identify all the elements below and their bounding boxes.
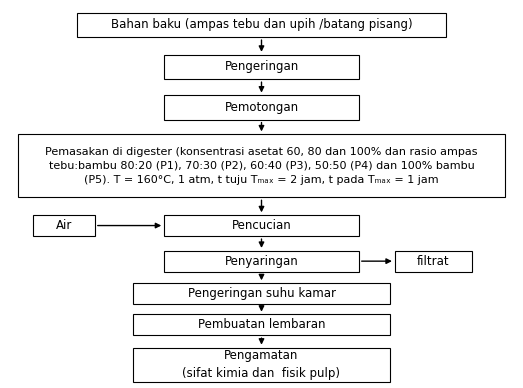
FancyBboxPatch shape: [395, 251, 472, 272]
FancyBboxPatch shape: [164, 55, 359, 79]
FancyBboxPatch shape: [33, 215, 95, 236]
Text: Pengeringan suhu kamar: Pengeringan suhu kamar: [188, 287, 335, 300]
Text: Pengeringan: Pengeringan: [224, 61, 299, 73]
Text: Penyaringan: Penyaringan: [224, 255, 299, 268]
Text: Air: Air: [56, 219, 72, 232]
Text: Pemotongan: Pemotongan: [224, 101, 299, 114]
FancyBboxPatch shape: [77, 13, 446, 37]
Text: Pembuatan lembaran: Pembuatan lembaran: [198, 319, 325, 331]
Text: Bahan baku (ampas tebu dan upih /batang pisang): Bahan baku (ampas tebu dan upih /batang …: [111, 18, 412, 31]
FancyBboxPatch shape: [164, 95, 359, 120]
Text: Pengamatan
(sifat kimia dan  fisik pulp): Pengamatan (sifat kimia dan fisik pulp): [183, 349, 340, 380]
FancyBboxPatch shape: [164, 251, 359, 272]
Text: filtrat: filtrat: [417, 255, 449, 268]
FancyBboxPatch shape: [18, 134, 505, 197]
FancyBboxPatch shape: [133, 314, 390, 335]
FancyBboxPatch shape: [133, 283, 390, 304]
Text: Pencucian: Pencucian: [232, 219, 291, 232]
Text: Pemasakan di digester (konsentrasi asetat 60, 80 dan 100% dan rasio ampas
tebu:b: Pemasakan di digester (konsentrasi aseta…: [46, 147, 477, 185]
FancyBboxPatch shape: [164, 215, 359, 236]
FancyBboxPatch shape: [133, 348, 390, 382]
